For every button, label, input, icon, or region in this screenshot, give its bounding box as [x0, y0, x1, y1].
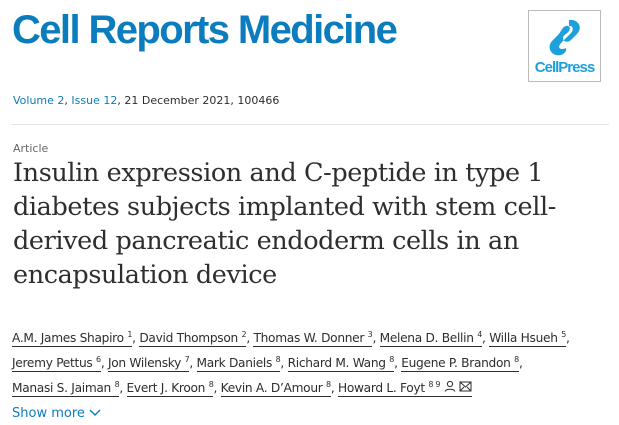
affiliation-marker: 8 — [275, 355, 281, 365]
author-link[interactable]: Jon Wilensky 7 — [107, 355, 190, 373]
publication-info: Volume 2, Issue 12, 21 December 2021, 10… — [13, 94, 279, 107]
author-name: A.M. James Shapiro — [12, 331, 124, 346]
chevron-down-icon — [89, 409, 101, 416]
author-name: Jon Wilensky — [107, 356, 181, 371]
author-name: Thomas W. Donner — [253, 331, 365, 346]
affiliation-marker: 7 — [184, 355, 190, 365]
author-name: Evert J. Kroon — [126, 381, 206, 396]
affiliation-marker: 8 9 — [428, 380, 441, 390]
affiliation-marker: 8 — [514, 355, 519, 365]
affiliation-marker: 8 — [208, 380, 214, 390]
volume-link[interactable]: Volume 2 — [13, 94, 65, 107]
author-link[interactable]: Manasi S. Jaiman 8 — [12, 380, 120, 398]
author-name: David Thompson — [139, 331, 238, 346]
journal-title[interactable]: Cell Reports Medicine — [12, 8, 398, 52]
cellpress-logo-text: CellPress — [534, 59, 595, 76]
article-type: Article — [13, 142, 49, 155]
author-link[interactable]: Mark Daniels 8 — [196, 355, 281, 373]
author-name: Melena D. Bellin — [379, 331, 474, 346]
author-link[interactable]: Richard M. Wang 8 — [287, 355, 395, 373]
author-link[interactable]: Thomas W. Donner 3 — [253, 330, 373, 348]
author-list: A.M. James Shapiro 1, David Thompson 2, … — [12, 330, 570, 398]
separator: , — [64, 94, 72, 107]
affiliation-marker: 8 — [389, 355, 395, 365]
author-name: Jeremy Pettus — [12, 356, 93, 371]
divider — [12, 124, 609, 125]
affiliation-marker: 6 — [96, 355, 101, 365]
author-link[interactable]: Jeremy Pettus 6 — [12, 355, 101, 373]
show-more-label: Show more — [12, 406, 85, 421]
author-link[interactable]: Evert J. Kroon 8 — [126, 380, 214, 398]
affiliation-marker: 8 — [114, 380, 120, 390]
author-link[interactable]: Howard L. Foyt 8 9 — [337, 380, 473, 398]
affiliation-marker: 4 — [477, 330, 483, 339]
author-link[interactable]: Willa Hsueh 5 — [489, 330, 567, 348]
affiliation-marker: 2 — [241, 330, 247, 339]
affiliation-marker: 5 — [561, 330, 567, 339]
author-name: Kevin A. D’Amour — [220, 381, 323, 396]
author-name: Eugene P. Brandon — [401, 356, 511, 371]
show-more-button[interactable]: Show more — [12, 406, 101, 421]
author-name: Richard M. Wang — [287, 356, 386, 371]
author-link[interactable]: Melena D. Bellin 4 — [379, 330, 483, 348]
affiliation-marker: 1 — [127, 330, 133, 339]
mail-icon — [459, 381, 472, 392]
affiliation-marker: 3 — [367, 330, 373, 339]
author-name: Howard L. Foyt — [337, 381, 425, 396]
cellpress-logo[interactable]: CellPress — [528, 10, 601, 82]
person-icon — [444, 381, 456, 392]
author-name: Mark Daniels — [196, 356, 273, 371]
publication-date: , 21 December 2021, 100466 — [117, 94, 280, 107]
author-link[interactable]: David Thompson 2 — [139, 330, 247, 348]
issue-link[interactable]: Issue 12 — [71, 94, 118, 107]
author-link[interactable]: Kevin A. D’Amour 8 — [220, 380, 331, 398]
affiliation-marker: 8 — [326, 380, 331, 390]
author-name: Manasi S. Jaiman — [12, 381, 111, 396]
cellpress-mark-icon — [549, 19, 580, 56]
author-name: Willa Hsueh — [489, 331, 558, 346]
author-link[interactable]: Eugene P. Brandon 8 — [401, 355, 519, 373]
author-link[interactable]: A.M. James Shapiro 1 — [12, 330, 133, 348]
article-title: Insulin expression and C-peptide in type… — [13, 158, 556, 290]
